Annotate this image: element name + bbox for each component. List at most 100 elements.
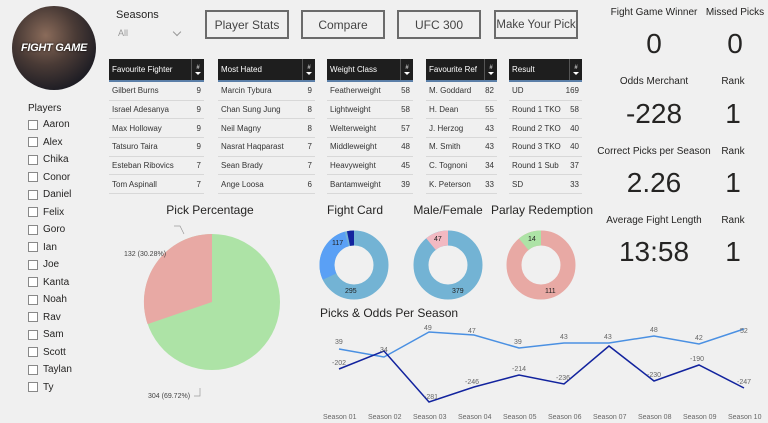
player-checkbox-taylan[interactable]: Taylan — [28, 364, 72, 375]
checkbox[interactable] — [28, 277, 38, 287]
svg-text:Season 10: Season 10 — [728, 414, 762, 421]
table-row[interactable]: Round 1 Sub 37 — [509, 157, 582, 176]
table-row[interactable]: Ange Loosa 6 — [218, 175, 315, 195]
table-row[interactable]: Sean Brady 7 — [218, 157, 315, 176]
checkbox[interactable] — [28, 364, 38, 375]
svg-text:43: 43 — [560, 334, 568, 341]
pick-percentage-pie[interactable] — [110, 220, 310, 410]
correct-picks-label: Correct Picks per Season — [597, 146, 711, 157]
table-row[interactable]: Esteban Ribovics 7 — [109, 157, 204, 176]
player-checkbox-felix[interactable]: Felix — [28, 207, 64, 218]
avg-rank-label: Rank — [721, 215, 745, 226]
player-checkbox-conor[interactable]: Conor — [28, 172, 70, 183]
table-row[interactable]: K. Peterson 33 — [426, 175, 497, 195]
checkbox[interactable] — [28, 224, 38, 235]
checkbox[interactable] — [28, 137, 38, 147]
table-row[interactable]: Welterweight 57 — [327, 119, 413, 139]
odds-merchant-label: Odds Merchant — [619, 76, 689, 87]
player-checkbox-daniel[interactable]: Daniel — [28, 189, 71, 200]
result-table: Result # UD 169 Round 1 TKO 58 Round 2 TKO 4… — [509, 59, 582, 195]
player-checkbox-sam[interactable]: Sam — [28, 329, 64, 340]
player-checkbox-ian[interactable]: Ian — [28, 242, 57, 253]
fight-card-label-a: 117 — [332, 240, 344, 247]
checkbox[interactable] — [28, 154, 38, 165]
seasons-dropdown[interactable]: All — [115, 24, 187, 42]
checkbox[interactable] — [28, 119, 38, 130]
table-row[interactable]: Neil Magny 8 — [218, 119, 315, 139]
svg-text:-190: -190 — [690, 356, 704, 363]
sort-button[interactable]: # — [302, 59, 315, 80]
sort-button[interactable]: # — [191, 59, 204, 80]
player-checkbox-goro[interactable]: Goro — [28, 224, 65, 235]
checkbox[interactable] — [28, 312, 38, 322]
chevron-down-icon — [172, 27, 182, 36]
player-checkbox-scott[interactable]: Scott — [28, 347, 66, 358]
sort-button[interactable]: # — [400, 59, 413, 80]
player-checkbox-noah[interactable]: Noah — [28, 294, 67, 305]
svg-text:Season 01: Season 01 — [323, 414, 357, 421]
table-row[interactable]: Tatsuro Taira 9 — [109, 138, 204, 157]
table-row[interactable]: Round 2 TKO 40 — [509, 119, 582, 139]
table-row[interactable]: Middleweight 48 — [327, 138, 413, 157]
table-row[interactable]: Tom Aspinall 7 — [109, 175, 204, 195]
player-checkbox-joe[interactable]: Joe — [28, 259, 59, 270]
player-checkbox-kanta[interactable]: Kanta — [28, 277, 69, 288]
sort-button[interactable]: # — [484, 59, 497, 80]
fight-card-donut[interactable] — [318, 229, 390, 301]
fight-card-label-b: 295 — [345, 288, 357, 295]
make-your-pick-button[interactable]: Make Your Pick — [494, 10, 578, 39]
player-checkbox-alex[interactable]: Alex — [28, 137, 62, 148]
player-stats-button[interactable]: Player Stats — [205, 10, 289, 39]
compare-button[interactable]: Compare — [301, 10, 385, 39]
checkbox[interactable] — [28, 172, 38, 182]
missed-picks-label: Missed Picks — [705, 7, 765, 18]
checkbox[interactable] — [28, 207, 38, 217]
svg-text:Season 04: Season 04 — [458, 414, 492, 421]
male-female-label-b: 379 — [452, 288, 464, 295]
table-row[interactable]: Lightweight 58 — [327, 101, 413, 120]
sort-button[interactable]: # — [569, 59, 582, 80]
most-hated-table: Most Hated # Marcin Tybura 9 Chan Sung Jun… — [218, 59, 315, 195]
picks-odds-line-chart[interactable]: 39 34 49 47 39 43 43 48 42 52 -202 -281 -246 -214 -23… — [310, 320, 768, 423]
checkbox[interactable] — [28, 259, 38, 270]
table-row[interactable]: Round 1 TKO 58 — [509, 101, 582, 120]
table-row[interactable]: M. Goddard 82 — [426, 82, 497, 101]
svg-text:Season 03: Season 03 — [413, 414, 447, 421]
table-row[interactable]: Featherweight 58 — [327, 82, 413, 101]
checkbox[interactable] — [28, 242, 38, 252]
male-female-donut[interactable] — [412, 229, 484, 301]
table-row[interactable]: Chan Sung Jung 8 — [218, 101, 315, 120]
table-row[interactable]: H. Dean 55 — [426, 101, 497, 120]
checkbox[interactable] — [28, 294, 38, 305]
male-female-title: Male/Female — [413, 203, 483, 217]
checkbox[interactable] — [28, 189, 38, 200]
table-row[interactable]: SD 33 — [509, 175, 582, 195]
table-row[interactable]: Heavyweight 45 — [327, 157, 413, 176]
checkbox[interactable] — [28, 329, 38, 340]
table-row[interactable]: Israel Adesanya 9 — [109, 101, 204, 120]
table-row[interactable]: M. Smith 43 — [426, 138, 497, 157]
player-checkbox-aaron[interactable]: Aaron — [28, 119, 70, 130]
table-row[interactable]: Max Holloway 9 — [109, 119, 204, 139]
table-row[interactable]: Bantamweight 39 — [327, 175, 413, 195]
svg-text:34: 34 — [380, 347, 388, 354]
parlay-donut[interactable] — [505, 229, 577, 301]
table-row[interactable]: UD 169 — [509, 82, 582, 101]
checkbox[interactable] — [28, 382, 38, 392]
player-checkbox-rav[interactable]: Rav — [28, 312, 61, 323]
svg-text:43: 43 — [604, 334, 612, 341]
table-row[interactable]: C. Tognoni 34 — [426, 157, 497, 176]
table-row[interactable]: Nasrat Haqparast 7 — [218, 138, 315, 157]
parlay-title: Parlay Redemption — [490, 203, 594, 217]
correct-rank-label: Rank — [721, 146, 745, 157]
ufc300-button[interactable]: UFC 300 — [397, 10, 481, 39]
svg-text:-214: -214 — [512, 366, 526, 373]
table-row[interactable]: Gilbert Burns 9 — [109, 82, 204, 101]
table-row[interactable]: J. Herzog 43 — [426, 119, 497, 139]
checkbox[interactable] — [28, 347, 38, 357]
player-checkbox-ty[interactable]: Ty — [28, 382, 54, 393]
table-header: Favourite Fighter — [112, 65, 173, 74]
table-row[interactable]: Round 3 TKO 40 — [509, 138, 582, 157]
table-row[interactable]: Marcin Tybura 9 — [218, 82, 315, 101]
player-checkbox-chika[interactable]: Chika — [28, 154, 69, 165]
